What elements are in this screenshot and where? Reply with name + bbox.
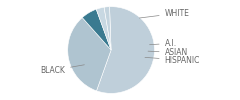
Wedge shape [96,7,111,50]
Text: A.I.: A.I. [150,39,177,48]
Text: HISPANIC: HISPANIC [145,56,200,65]
Text: BLACK: BLACK [40,65,84,75]
Wedge shape [96,7,154,93]
Text: WHITE: WHITE [139,9,190,18]
Wedge shape [104,7,111,50]
Wedge shape [82,9,111,50]
Wedge shape [68,18,111,91]
Text: ASIAN: ASIAN [148,48,188,57]
